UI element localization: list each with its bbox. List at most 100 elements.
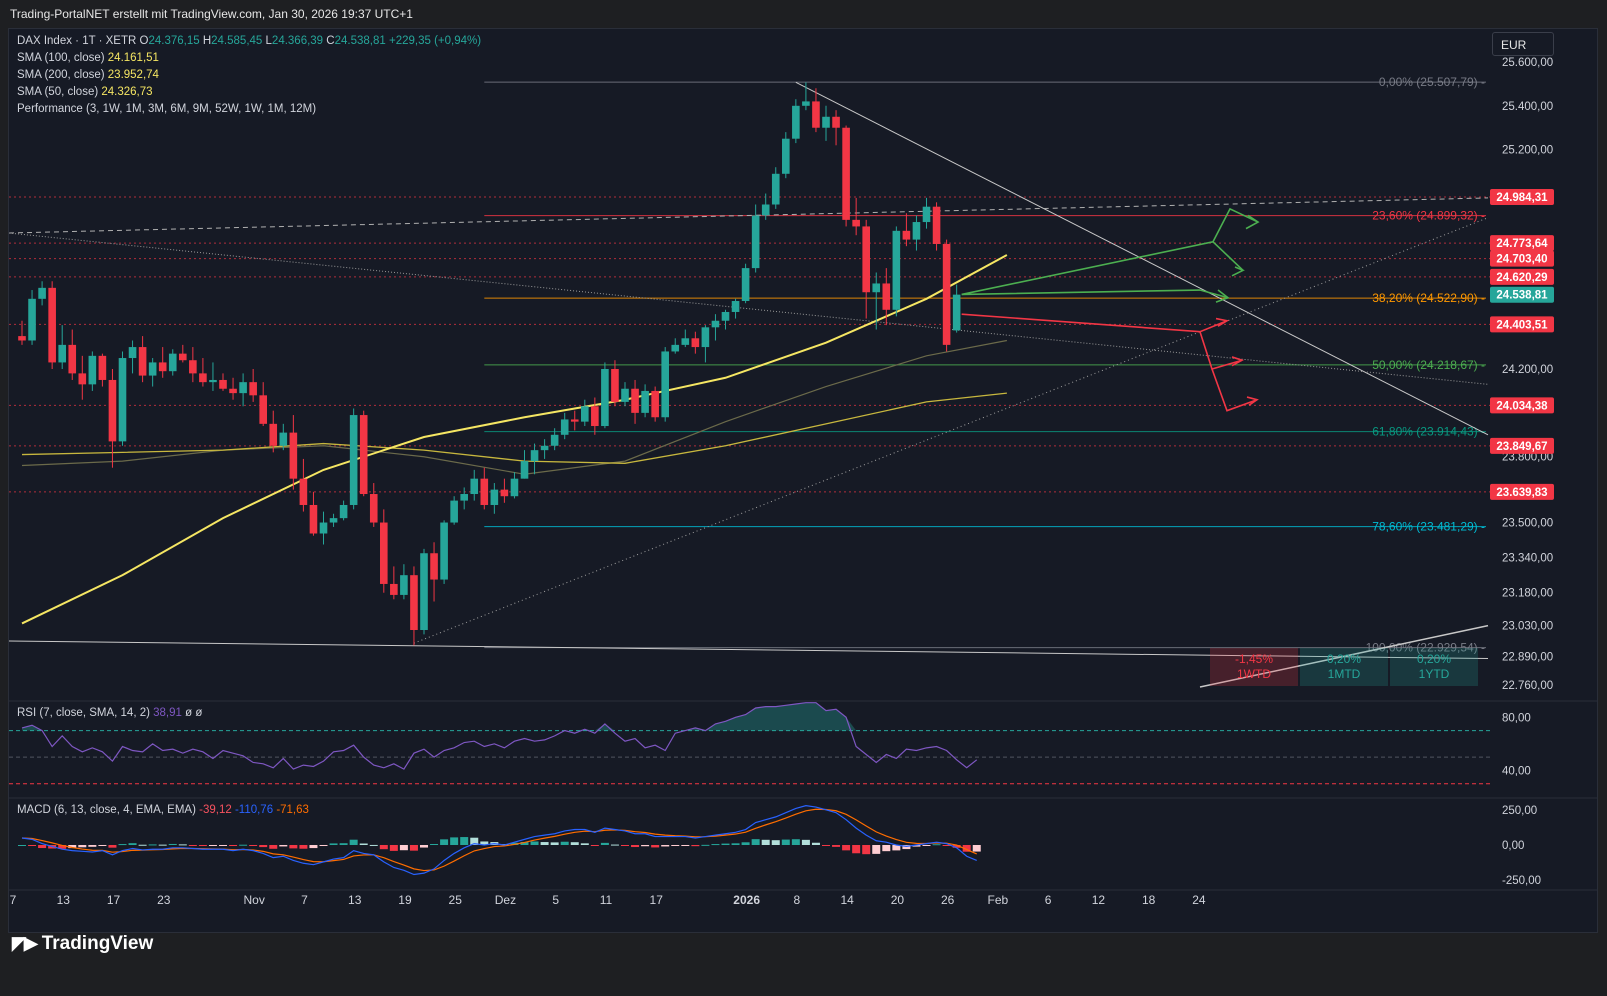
price-axis-badge [1490, 437, 1554, 454]
candle-body [771, 173, 780, 205]
macd-line-value: -110,76 [234, 804, 274, 816]
candle-body [118, 358, 127, 442]
macd-histogram-bar [661, 845, 670, 847]
fib-level-label: 78,60% (23.481,29) - [1372, 520, 1485, 534]
candle-body [701, 327, 710, 348]
time-tick-label: Dez [495, 893, 516, 907]
sma-200-row[interactable]: SMA (200, close) 23.952,74 [17, 67, 481, 84]
rsi-tick-label: 40,00 [1502, 765, 1531, 777]
macd-histogram-bar [972, 845, 981, 852]
candle-body [289, 432, 298, 479]
macd-histogram-bar [681, 845, 690, 846]
macd-histogram-bar [761, 839, 770, 845]
macd-histogram-bar [651, 845, 660, 848]
candle-body [530, 450, 539, 462]
price-tick-label: 24.200,00 [1502, 364, 1553, 376]
macd-histogram-bar [158, 844, 167, 846]
candle-body [38, 287, 46, 299]
time-tick-label: 5 [552, 893, 559, 907]
chart-frame[interactable] [8, 28, 1598, 933]
candle-body [802, 101, 810, 106]
price-axis-badge [1490, 483, 1554, 500]
macd-histogram-bar [912, 845, 921, 847]
macd-histogram-bar [349, 839, 358, 845]
macd-histogram-bar [832, 845, 841, 847]
macd-histogram-bar [299, 845, 308, 849]
time-tick-label: 14 [840, 893, 854, 907]
macd-histogram-bar [369, 844, 378, 846]
macd-legend[interactable]: MACD (6, 13, close, 4, EMA, EMA) -39,12 … [17, 804, 309, 816]
candle-body [168, 353, 177, 372]
macd-histogram-bar [208, 845, 217, 846]
candle-body [761, 204, 770, 216]
macd-signal-value: -71,63 [276, 804, 309, 816]
macd-histogram-bar [580, 843, 589, 845]
time-tick-label: 24 [1192, 893, 1206, 907]
performance-row[interactable]: Performance (3, 1W, 1M, 3M, 6M, 9M, 52W,… [17, 101, 481, 118]
candle-body [339, 504, 348, 519]
symbol-name: DAX Index · 1T · XETR [17, 35, 137, 47]
bullish-arrowhead [1245, 214, 1260, 230]
macd-histogram-bar [801, 839, 810, 845]
chart-header: Trading-PortalNET erstellt mit TradingVi… [10, 7, 413, 21]
performance-cell [1300, 648, 1388, 686]
candle-body [721, 311, 730, 321]
candle-body [410, 575, 418, 631]
candle-body [158, 362, 167, 372]
sma-100-label: SMA (100, close) [17, 52, 105, 64]
sma-100-row[interactable]: SMA (100, close) 24.161,51 [17, 50, 481, 67]
price-axis-badge-label: 24.984,31 [1496, 192, 1548, 204]
candle-body [832, 116, 840, 128]
macd-histogram-bar [550, 842, 559, 845]
performance-cell-pct: 0,20% [1417, 652, 1451, 666]
candle-body [58, 344, 66, 363]
candle-body [209, 379, 217, 383]
candle-body [299, 478, 308, 505]
candle-body [852, 219, 860, 227]
candle-body [430, 553, 438, 580]
macd-histogram-bar [309, 845, 318, 849]
price-axis-badge-label: 24.034,38 [1496, 400, 1548, 412]
fib-level-label: 100,00% (22.929,54) - [1366, 641, 1485, 655]
macd-histogram-bar [148, 844, 157, 846]
fib-level-label: 61,80% (23.914,43) - [1372, 425, 1485, 439]
lower-horizontal-trendline [8, 640, 1489, 660]
candle-body [862, 226, 870, 293]
candle-body [98, 355, 107, 380]
macd-histogram-bar [811, 842, 820, 845]
candle-body [88, 355, 97, 385]
macd-histogram-bar [229, 845, 238, 846]
macd-tick-label: -250,00 [1502, 875, 1541, 887]
macd-histogram-bar [128, 843, 137, 845]
macd-histogram-bar [98, 845, 107, 846]
macd-histogram-bar [480, 841, 489, 845]
dotted-long-trendline [8, 232, 1489, 385]
macd-histogram-bar [28, 845, 37, 846]
price-axis-badge-label: 24.703,40 [1496, 254, 1547, 266]
macd-histogram-bar [902, 845, 911, 850]
candle-body [691, 338, 700, 348]
macd-histogram-bar [409, 845, 418, 851]
macd-histogram-bar [962, 845, 971, 852]
rsi-value: 38,91 [153, 707, 182, 719]
ohlc-high: 24.585,45 [211, 35, 263, 47]
price-axis-badge [1490, 316, 1554, 333]
sma-50-value: 24.326,73 [101, 86, 153, 98]
macd-histogram-bar [731, 843, 740, 845]
sma-50-row[interactable]: SMA (50, close) 24.326,73 [17, 84, 481, 101]
price-tick-label: 23.340,00 [1502, 553, 1553, 565]
performance-cell [1390, 648, 1478, 686]
price-tick-label: 25.200,00 [1502, 145, 1553, 157]
currency-button[interactable]: EUR [1492, 32, 1554, 56]
time-tick-label: 8 [794, 893, 801, 907]
rsi-label: RSI (7, close, SMA, 14, 2) [17, 707, 150, 719]
rsi-legend[interactable]: RSI (7, close, SMA, 14, 2) 38,91 ø ø [17, 707, 202, 719]
tradingview-logo-icon: ◤▶ [12, 933, 38, 953]
bullish-scenario-arrow [961, 289, 1229, 299]
candle-body [611, 369, 619, 402]
macd-histogram-bar [420, 845, 428, 848]
macd-histogram-bar [239, 844, 248, 846]
macd-histogram-bar [570, 842, 579, 845]
price-axis-badge-label: 24.538,81 [1496, 290, 1548, 302]
